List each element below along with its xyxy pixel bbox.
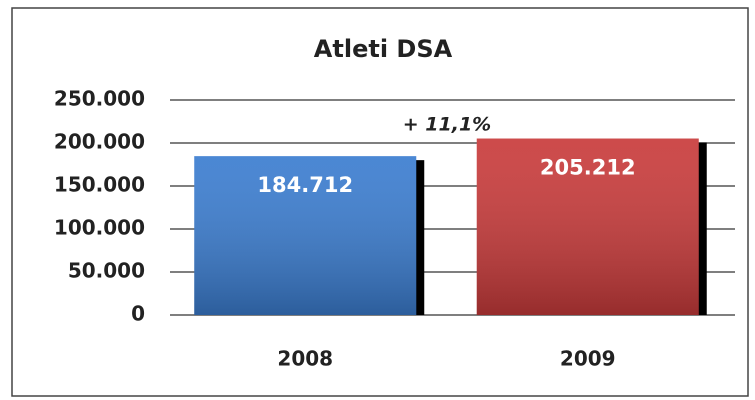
x-tick-label: 2009 [560,347,616,371]
value-label: 205.212 [540,156,636,180]
y-tick-label: 0 [131,302,145,326]
value-label: 184.712 [257,173,353,197]
y-tick-label: 250.000 [54,87,145,111]
chart-title: Atleti DSA [314,35,453,63]
x-tick-label: 2008 [277,347,333,371]
bar-shade [194,156,417,315]
bar-shade [476,138,699,315]
y-tick-label: 200.000 [54,130,145,154]
annotation: + 11,1% [403,114,491,136]
y-tick-label: 150.000 [54,173,145,197]
y-tick-label: 50.000 [68,259,145,283]
y-tick-label: 100.000 [54,216,145,240]
